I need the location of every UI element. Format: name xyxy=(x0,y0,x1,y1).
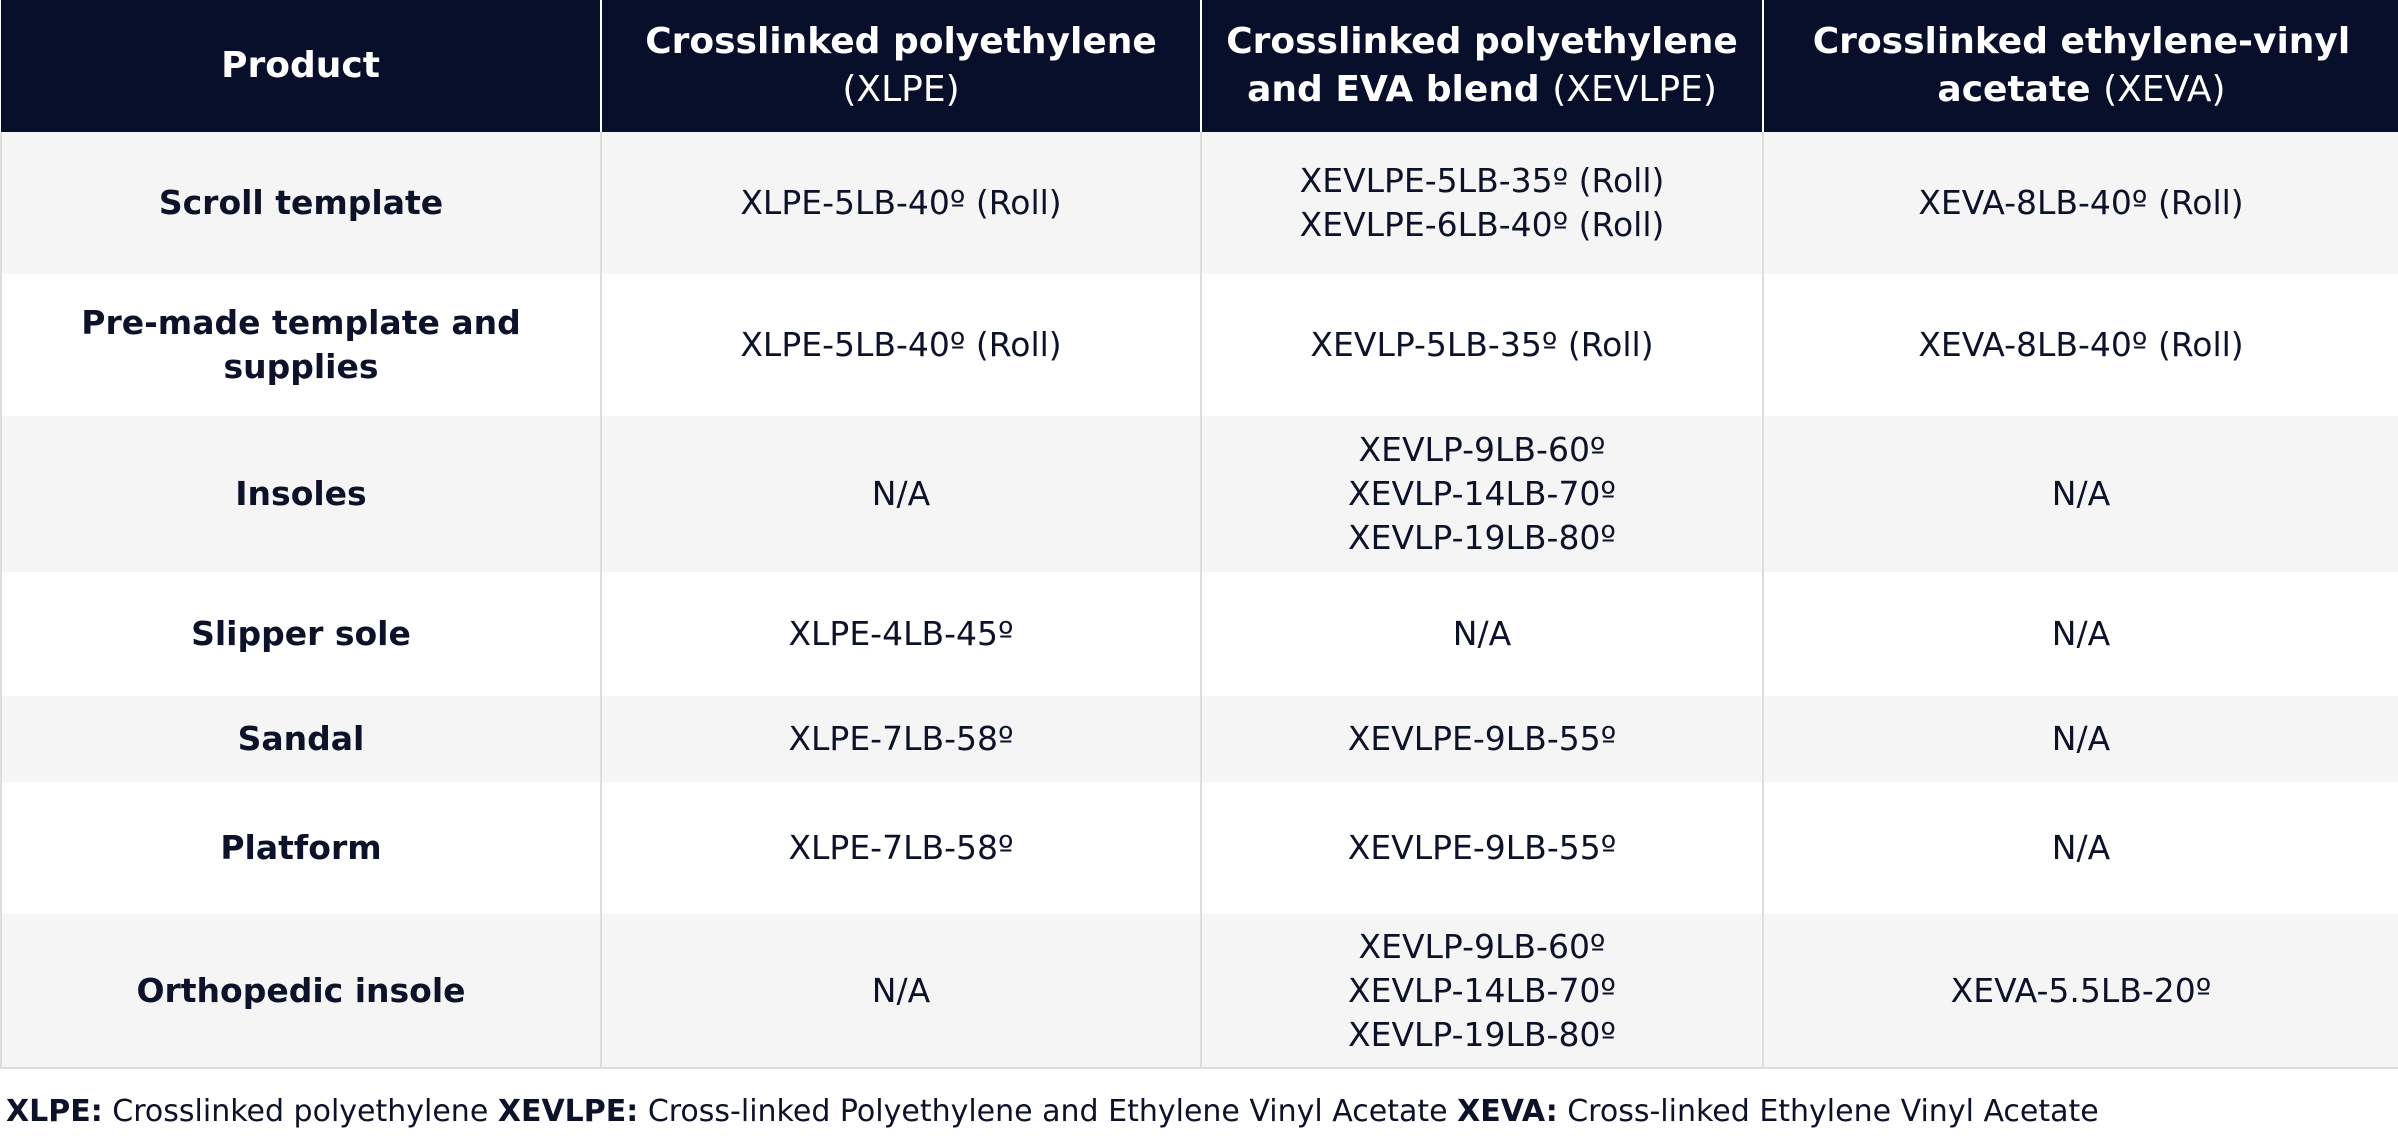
xeva-material-code: XEVA-8LB-40º (Roll) xyxy=(1918,325,2244,364)
xevlpe-cell: XEVLPE-9LB-55º xyxy=(1200,696,1763,782)
header-product: Product xyxy=(1,0,601,132)
xlpe-material-code: XLPE-7LB-58º xyxy=(788,719,1014,758)
xlpe-material-code: XLPE-5LB-40º (Roll) xyxy=(740,183,1062,222)
header-xevlpe-abbr: (XEVLPE) xyxy=(1552,69,1717,110)
product-name-cell: Platform xyxy=(0,782,601,914)
xeva-cell: N/A xyxy=(1762,782,2398,914)
xlpe-cell: XLPE-4LB-45º xyxy=(600,572,1201,696)
xlpe-material-code: N/A xyxy=(871,970,931,1010)
xlpe-material-code: XLPE-5LB-40º (Roll) xyxy=(740,325,1062,364)
xevlpe-material-code: XEVLP-5LB-35º (Roll) xyxy=(1310,325,1654,364)
xevlpe-cell: XEVLP-9LB-60º XEVLP-14LB-70º XEVLP-19LB-80… xyxy=(1200,416,1763,572)
xevlpe-cell: XEVLPE-5LB-35º (Roll) XEVLPE-6LB-40º (Rol… xyxy=(1200,132,1763,274)
header-product-label: Product xyxy=(221,45,380,86)
legend-term-xevlpe: XEVLPE: xyxy=(497,1094,639,1129)
xevlpe-cell: XEVLP-9LB-60º XEVLP-14LB-70º XEVLP-19LB-80… xyxy=(1200,914,1763,1069)
header-xeva-label: Crosslinked ethylene-vinyl acetate xyxy=(1812,21,2351,110)
xevlpe-cell: XEVLP-5LB-35º (Roll) xyxy=(1200,274,1763,416)
xevlpe-material-code: XEVLPE-5LB-35º (Roll) xyxy=(1299,161,1665,200)
xeva-cell: XEVA-8LB-40º (Roll) xyxy=(1762,274,2398,416)
xeva-cell: N/A xyxy=(1762,696,2398,782)
header-xevlpe-label: Crosslinked polyethylene and EVA blend xyxy=(1226,21,1738,110)
header-xeva: Crosslinked ethylene-vinyl acetate (XEVA… xyxy=(1762,0,2398,132)
product-name-cell: Scroll template xyxy=(0,132,601,274)
legend-definition-xlpe: Crosslinked polyethylene xyxy=(112,1094,489,1129)
table-header-row: Product Crosslinked polyethylene (XLPE) … xyxy=(1,0,2398,132)
xevlpe-material-code: XEVLP-19LB-80º xyxy=(1348,1014,1616,1054)
xevlpe-cell: N/A xyxy=(1200,572,1763,696)
product-name-cell: Slipper sole xyxy=(0,572,601,696)
table-row: Scroll template XLPE-5LB-40º (Roll) XEVLPE… xyxy=(0,132,2398,274)
xeva-material-code: N/A xyxy=(2051,474,2111,513)
legend-definition-xeva: Cross-linked Ethylene Vinyl Acetate xyxy=(1567,1094,2099,1129)
xeva-cell: XEVA-8LB-40º (Roll) xyxy=(1762,132,2398,274)
product-material-table: Product Crosslinked polyethylene (XLPE) … xyxy=(0,0,2398,1069)
xlpe-material-code: N/A xyxy=(871,474,931,513)
xlpe-material-code: XLPE-7LB-58º xyxy=(788,828,1014,867)
header-xlpe-label: Crosslinked polyethylene xyxy=(645,21,1157,62)
xevlpe-material-code: N/A xyxy=(1452,614,1512,653)
xeva-material-code: XEVA-5.5LB-20º xyxy=(1950,970,2212,1010)
xlpe-material-code: XLPE-4LB-45º xyxy=(788,614,1014,653)
xevlpe-material-code: XEVLP-19LB-80º xyxy=(1348,518,1616,557)
legend-term-xlpe: XLPE: xyxy=(6,1094,103,1129)
xlpe-cell: XLPE-5LB-40º (Roll) xyxy=(600,132,1201,274)
legend-definition-xevlpe: Cross-linked Polyethylene and Ethylene V… xyxy=(647,1094,1448,1129)
product-name-cell: Insoles xyxy=(0,416,601,572)
xevlpe-material-code: XEVLPE-9LB-55º xyxy=(1347,828,1617,867)
product-name-cell: Sandal xyxy=(0,696,601,782)
xeva-material-code: N/A xyxy=(2051,828,2111,867)
product-name-cell: Orthopedic insole xyxy=(0,914,601,1069)
xlpe-cell: XLPE-5LB-40º (Roll) xyxy=(600,274,1201,416)
table-row: Insoles N/A XEVLP-9LB-60º XEVLP-14LB-70º XEV… xyxy=(0,416,2398,572)
table-row: Orthopedic insole N/A XEVLP-9LB-60º XEVLP-1… xyxy=(0,914,2398,1069)
xlpe-cell: N/A xyxy=(600,914,1201,1069)
xlpe-cell: XLPE-7LB-58º xyxy=(600,696,1201,782)
xevlpe-material-code: XEVLPE-6LB-40º (Roll) xyxy=(1299,205,1665,244)
table-row: Pre-made template and supplies XLPE-5LB-4… xyxy=(0,274,2398,416)
legend-term-xeva: XEVA: xyxy=(1457,1094,1558,1129)
xevlpe-material-code: XEVLP-9LB-60º xyxy=(1358,926,1606,966)
header-xevlpe: Crosslinked polyethylene and EVA blend (… xyxy=(1200,0,1763,132)
xeva-material-code: XEVA-8LB-40º (Roll) xyxy=(1918,183,2244,222)
xeva-cell: N/A xyxy=(1762,416,2398,572)
xlpe-cell: N/A xyxy=(600,416,1201,572)
abbreviation-legend: XLPE: Crosslinked polyethylene XEVLPE: C… xyxy=(6,1090,2099,1134)
xeva-cell: N/A xyxy=(1762,572,2398,696)
xevlpe-material-code: XEVLPE-9LB-55º xyxy=(1347,719,1617,758)
xeva-material-code: N/A xyxy=(2051,719,2111,758)
table-row: Platform XLPE-7LB-58º XEVLPE-9LB-55º N/A xyxy=(0,782,2398,914)
xeva-cell: XEVA-5.5LB-20º xyxy=(1762,914,2398,1069)
xeva-material-code: N/A xyxy=(2051,614,2111,653)
table-row: Sandal XLPE-7LB-58º XEVLPE-9LB-55º N/A xyxy=(0,696,2398,782)
xevlpe-material-code: XEVLP-14LB-70º xyxy=(1348,970,1616,1010)
xevlpe-cell: XEVLPE-9LB-55º xyxy=(1200,782,1763,914)
xlpe-cell: XLPE-7LB-58º xyxy=(600,782,1201,914)
header-xlpe-abbr: (XLPE) xyxy=(842,69,960,110)
xevlpe-material-code: XEVLP-9LB-60º xyxy=(1358,430,1606,469)
xevlpe-material-code: XEVLP-14LB-70º xyxy=(1348,474,1616,513)
product-name-cell: Pre-made template and supplies xyxy=(0,274,601,416)
table-row: Slipper sole XLPE-4LB-45º N/A N/A xyxy=(0,572,2398,696)
header-xlpe: Crosslinked polyethylene (XLPE) xyxy=(600,0,1201,132)
header-xeva-abbr: (XEVA) xyxy=(2103,69,2226,110)
